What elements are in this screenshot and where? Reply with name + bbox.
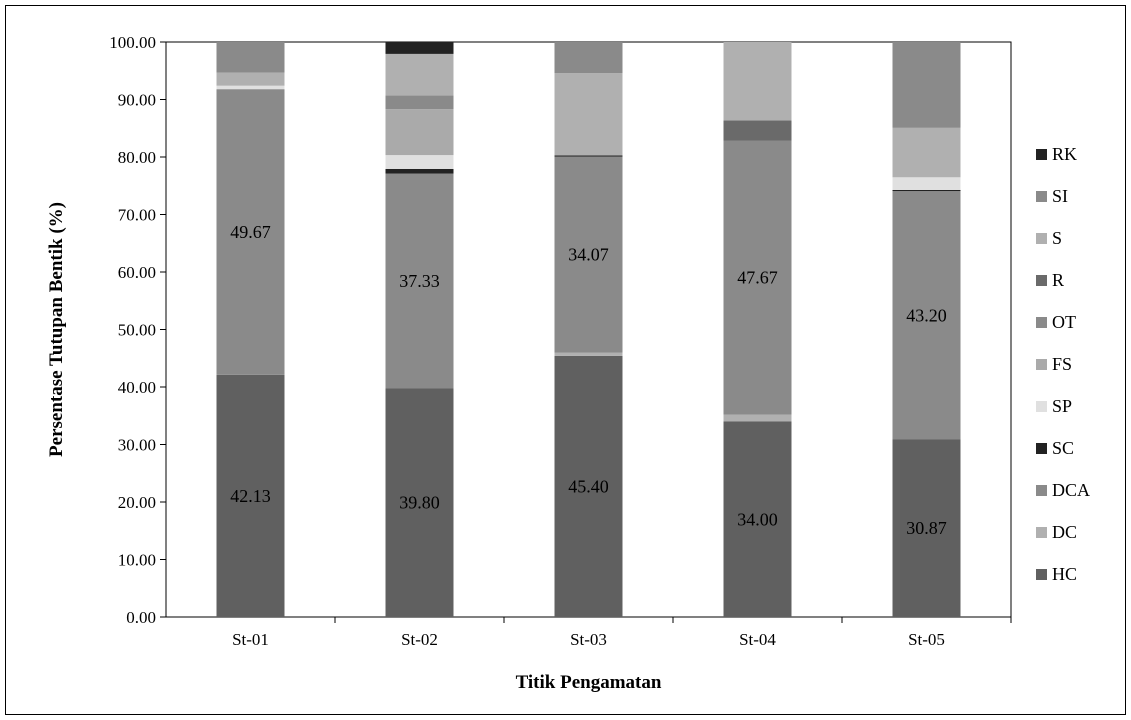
legend-swatch-r [1036,275,1047,286]
bar-segment-s [723,42,792,121]
bar-segment-r [723,120,792,141]
bar-segment-si [892,42,961,128]
legend-label-fs: FS [1052,354,1072,374]
bar-segment-dca [554,156,623,353]
legend-swatch-s [1036,233,1047,244]
y-tick-label: 30.00 [118,436,156,455]
y-tick-label: 60.00 [118,263,156,282]
y-tick-label: 0.00 [126,608,156,627]
legend-label-sp: SP [1052,396,1072,416]
y-tick-label: 80.00 [118,148,156,167]
bar-segment-dca [892,191,961,440]
data-label-hc: 34.00 [737,509,778,529]
bar-segment-hc [554,355,623,617]
data-labels: 42.13 39.80 45.40 34.00 30.87 49.67 37.33 34.07… [230,222,947,538]
legend-swatch-dca [1036,485,1047,496]
y-tick-label: 10.00 [118,551,156,570]
x-tick-label: St-05 [908,630,945,649]
legend: RK SI S R OT FS SP SC DCA DC HC [1036,144,1090,584]
axes: 0.00 10.00 20.00 30.00 40.00 50.00 60.00 70.00 8… [109,33,1012,649]
legend-label-hc: HC [1052,564,1077,584]
legend-swatch-rk [1036,149,1047,160]
legend-label-si: SI [1052,186,1068,206]
bar-segment-fs [385,109,454,156]
chart-frame: 0.00 10.00 20.00 30.00 40.00 50.00 60.00 70.00 8… [5,5,1126,715]
x-axis-title: Titik Pengamatan [516,672,662,693]
bar-segment-s [554,73,623,156]
bar-segment-dc [723,414,792,422]
bar-segment-dc [554,352,623,356]
legend-swatch-fs [1036,359,1047,370]
bar-segment-sc [892,189,961,192]
y-tick-label: 50.00 [118,321,156,340]
bar-segment-rk [385,42,454,54]
bar-segment-sc [554,155,623,157]
legend-label-dca: DCA [1052,480,1090,500]
y-tick-label: 90.00 [118,91,156,110]
bar-segment-si [554,42,623,74]
legend-swatch-si [1036,191,1047,202]
bar-segment-si [216,42,285,73]
x-tick-label: St-03 [570,630,607,649]
y-axis-title: Persentase Tutupan Bentik (%) [46,202,67,457]
data-label-hc: 30.87 [906,518,947,538]
data-label-dca: 49.67 [230,222,271,242]
x-tick-label: St-01 [232,630,269,649]
legend-swatch-hc [1036,569,1047,580]
legend-label-dc: DC [1052,522,1077,542]
data-label-dca: 34.07 [568,245,609,265]
y-tick-label: 70.00 [118,206,156,225]
data-label-dca: 43.20 [906,305,947,325]
legend-label-sc: SC [1052,438,1074,458]
bar-segment-hc [723,421,792,617]
bars [216,42,961,617]
y-tick-label: 20.00 [118,493,156,512]
bar-segment-hc [216,374,285,617]
bar-segment-dca [723,140,792,415]
data-label-hc: 45.40 [568,476,609,496]
legend-label-ot: OT [1052,312,1076,332]
bar-segment-hc [385,388,454,617]
legend-label-s: S [1052,228,1062,248]
bar-segment-sp [216,85,285,90]
legend-swatch-dc [1036,527,1047,538]
bar-segment-dca [216,89,285,375]
legend-swatch-sc [1036,443,1047,454]
bar-segment-s [385,53,454,96]
legend-label-r: R [1052,270,1064,290]
y-tick-label: 40.00 [118,378,156,397]
bar-segment-ot [385,95,454,110]
data-label-dca: 37.33 [399,271,440,291]
legend-label-rk: RK [1052,144,1077,164]
bar-segment-s [216,72,285,86]
bar-segment-s [892,127,961,178]
stacked-bar-chart: 0.00 10.00 20.00 30.00 40.00 50.00 60.00 70.00 8… [46,33,1090,693]
data-label-dca: 47.67 [737,268,778,288]
y-tick-label: 100.00 [109,33,156,52]
x-tick-label: St-04 [739,630,776,649]
bar-segment-dca [385,173,454,389]
bar-segment-sp [892,177,961,190]
data-label-hc: 39.80 [399,493,440,513]
bar-segment-sc [385,168,454,174]
bar-segment-sp [385,155,454,169]
data-label-hc: 42.13 [230,486,271,506]
x-tick-label: St-02 [401,630,438,649]
legend-swatch-sp [1036,401,1047,412]
bar-segment-hc [892,439,961,617]
legend-swatch-ot [1036,317,1047,328]
